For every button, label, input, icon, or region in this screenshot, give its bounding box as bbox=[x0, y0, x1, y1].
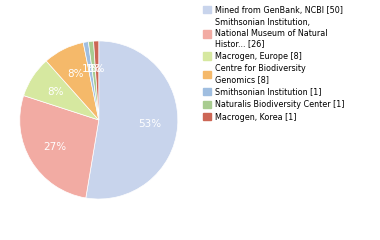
Text: 8%: 8% bbox=[68, 69, 84, 79]
Wedge shape bbox=[93, 41, 99, 120]
Text: 53%: 53% bbox=[138, 119, 162, 129]
Text: 27%: 27% bbox=[43, 142, 66, 152]
Wedge shape bbox=[89, 41, 99, 120]
Wedge shape bbox=[86, 41, 178, 199]
Wedge shape bbox=[24, 61, 99, 120]
Wedge shape bbox=[20, 96, 99, 198]
Wedge shape bbox=[83, 42, 99, 120]
Text: 1%: 1% bbox=[89, 64, 105, 74]
Text: 1%: 1% bbox=[82, 64, 98, 74]
Wedge shape bbox=[46, 42, 99, 120]
Text: 8%: 8% bbox=[48, 87, 64, 97]
Text: 1%: 1% bbox=[86, 64, 102, 74]
Legend: Mined from GenBank, NCBI [50], Smithsonian Institution,
National Museum of Natur: Mined from GenBank, NCBI [50], Smithsoni… bbox=[202, 4, 347, 123]
